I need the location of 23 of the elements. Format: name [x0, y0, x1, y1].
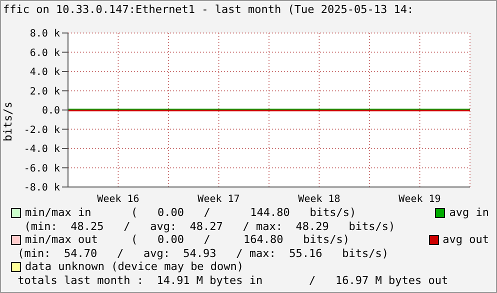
chart-title: ffic on 10.33.0.147:Ethernet1 - last month (Tue 2025-05-13 14:: [3, 3, 414, 16]
text: (min: 48.25 / avg: 48.27 / max: 48.29 bits/s): [23, 220, 396, 232]
x-tick-label: Week 18: [298, 194, 340, 206]
y-tick-label: 4.0 k: [30, 67, 60, 78]
y-tick-label: -6.0 k: [24, 163, 60, 174]
y-tick-label: 2.0 k: [30, 86, 60, 98]
legend-label: avg in: [448, 206, 489, 220]
x-tick-label: Week 19: [398, 194, 441, 206]
y-tick-label: 0.0: [42, 106, 60, 117]
y-axis-title: bits/s: [2, 101, 14, 141]
y-tick-label: -8.0 k: [24, 182, 60, 194]
y-tick-label: 6.0 k: [30, 48, 60, 59]
legend-label: avg out: [442, 233, 489, 246]
x-tick-label: Week 17: [198, 194, 240, 206]
y-tick-label: 8.0 k: [30, 28, 60, 40]
text: min/max in ( 0.00 / 144.80 bits/s): [25, 206, 356, 219]
text: (min: 54.70 / avg: 54.93 / max: 55.16 bits/s): [16, 246, 388, 260]
x-tick-label: Week 16: [97, 194, 140, 206]
text: data unknown (device may be down): [25, 260, 244, 273]
y-tick-label: -2.0 k: [24, 124, 60, 136]
text: totals last month : 14.91 M bytes in / 16.97 M bytes out: [16, 274, 448, 286]
text: min/max out ( 0.00 / 164.80 bits/s): [25, 233, 350, 246]
y-tick-label: -4.0 k: [24, 144, 60, 156]
